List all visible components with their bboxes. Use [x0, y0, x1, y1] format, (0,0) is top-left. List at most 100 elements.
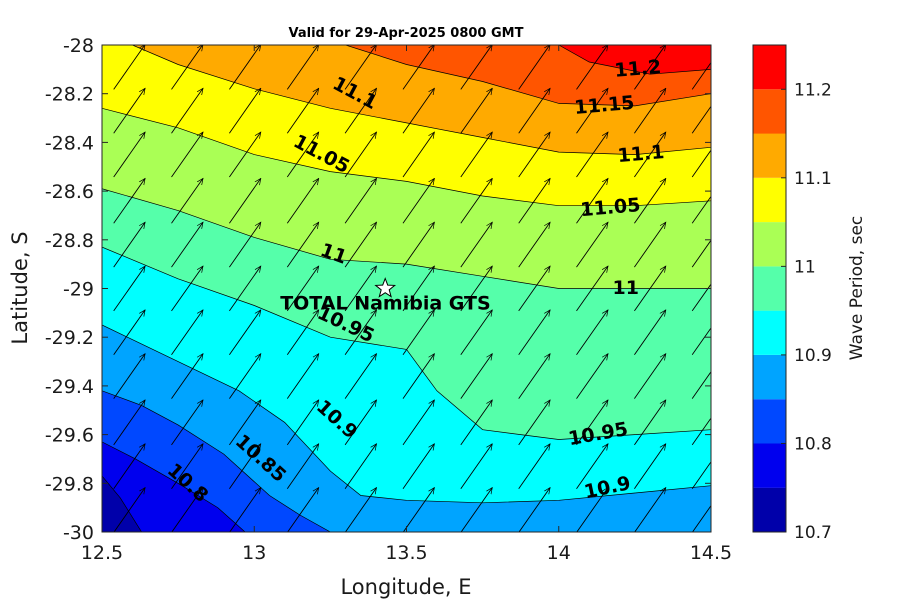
colorbar-frame	[752, 44, 787, 533]
contour-line	[102, 475, 142, 532]
vector-arrow	[518, 354, 550, 399]
vector-arrow	[113, 222, 145, 268]
vector-arrow	[113, 488, 145, 532]
vector-arrow	[576, 400, 609, 446]
vector-arrow	[286, 132, 318, 178]
vector-arrow	[113, 354, 145, 399]
vector-arrow	[402, 266, 434, 312]
vector-arrow	[460, 178, 493, 224]
vector-arrow	[229, 45, 260, 90]
vector-arrow	[286, 266, 318, 312]
site-marker: TOTAL Namibia GTS	[280, 277, 491, 315]
vector-arrow	[402, 310, 434, 356]
vector-arrow	[113, 132, 145, 178]
vector-arrow	[402, 400, 434, 446]
y-axis-ticks: -28 -28.2 -28.4 -28.6 -28.8 -29 -29.2 -29.4 -29.…	[45, 35, 711, 544]
colorbar-swatch	[753, 89, 786, 134]
site-label: TOTAL Namibia GTS	[280, 293, 491, 315]
vector-arrow	[576, 88, 609, 134]
x-axis-label: Longitude, E	[340, 575, 471, 599]
vector-arrow	[518, 45, 550, 90]
x-tick-label: 12.5	[81, 542, 123, 564]
vector-arrow	[576, 266, 609, 312]
vector-arrow	[518, 488, 550, 532]
contour-line	[345, 45, 711, 107]
vector-arrow	[286, 354, 318, 399]
colorbar-swatch	[753, 487, 786, 532]
y-tick-label: -29.6	[45, 425, 94, 447]
vector-arrow	[691, 371, 711, 399]
vector-arrow	[171, 266, 204, 312]
vector-arrow	[518, 444, 550, 489]
vector-arrow	[286, 88, 318, 134]
vector-arrow	[634, 45, 665, 90]
vector-arrow	[576, 354, 609, 399]
vector-arrow	[634, 444, 665, 489]
vector-arrow	[171, 444, 204, 489]
vector-arrow	[402, 45, 434, 90]
vector-arrow	[344, 178, 376, 224]
vector-arrow	[286, 310, 318, 356]
direction-vectors	[113, 45, 711, 532]
vector-arrow	[171, 132, 204, 178]
vector-arrow	[402, 132, 434, 178]
vector-arrow	[692, 504, 711, 532]
vector-arrow	[634, 488, 665, 532]
vector-arrow	[344, 132, 376, 178]
y-tick-label: -28	[63, 35, 94, 57]
vector-arrow	[113, 45, 145, 90]
plot-area: 10.8 10.8510.910.910.9510.95111111.0511.0…	[102, 45, 711, 532]
vector-arrow	[344, 444, 376, 489]
vector-arrow	[229, 88, 260, 134]
colorbar-tick-label: 11	[794, 257, 816, 277]
contour-band	[558, 45, 711, 75]
y-tick-label: -28.2	[45, 84, 94, 106]
vector-arrow	[460, 488, 493, 532]
vector-arrow	[171, 354, 204, 399]
colorbar-tick-label: 11.2	[794, 80, 832, 100]
site-star-icon	[374, 277, 397, 298]
vector-arrow	[229, 132, 260, 178]
vector-arrow	[634, 132, 665, 178]
contour-line	[558, 45, 711, 75]
contour-label: 11.15	[573, 92, 635, 119]
vector-arrow	[634, 400, 665, 446]
vector-arrow	[171, 400, 204, 446]
vector-arrow	[171, 488, 204, 532]
vector-arrow	[691, 239, 711, 268]
vector-arrow	[229, 222, 260, 268]
vector-arrow	[691, 195, 711, 224]
colorbar-swatch	[753, 266, 786, 311]
y-tick-label: -28.6	[45, 181, 94, 203]
vector-arrow	[576, 45, 609, 90]
colorbar-tick-label: 10.7	[794, 523, 832, 543]
colorbar-swatch	[753, 177, 786, 223]
vector-arrow	[691, 327, 711, 356]
x-axis-ticks: 12.5 13 13.5 14 14.5	[81, 45, 732, 564]
y-axis-label: Latitude, S	[8, 231, 32, 344]
vector-arrow	[229, 444, 260, 489]
contour-label: 11.1	[617, 141, 666, 167]
colorbar-swatch	[753, 310, 786, 355]
colorbar-tick-label: 10.9	[794, 346, 832, 366]
vector-arrow	[344, 45, 376, 90]
colorbar-label: Wave Period, sec	[847, 216, 867, 361]
vector-arrow	[113, 88, 145, 134]
y-tick-label: -29.4	[45, 376, 94, 398]
contour-fill	[102, 45, 711, 532]
vector-arrow	[691, 417, 711, 446]
vector-arrow	[634, 266, 665, 312]
vector-arrow	[113, 400, 145, 446]
x-tick-label: 13	[242, 542, 266, 564]
vector-arrow	[634, 310, 665, 356]
vector-arrow	[634, 88, 665, 134]
vector-arrow	[229, 266, 260, 312]
vector-arrow	[518, 266, 550, 312]
colorbar-tick-label: 11.1	[794, 169, 832, 189]
vector-arrow	[286, 222, 318, 268]
vector-arrow	[460, 222, 493, 268]
vector-arrow	[402, 222, 434, 268]
vector-arrow	[402, 178, 434, 224]
vector-arrow	[113, 178, 145, 224]
vector-arrow	[113, 266, 145, 312]
